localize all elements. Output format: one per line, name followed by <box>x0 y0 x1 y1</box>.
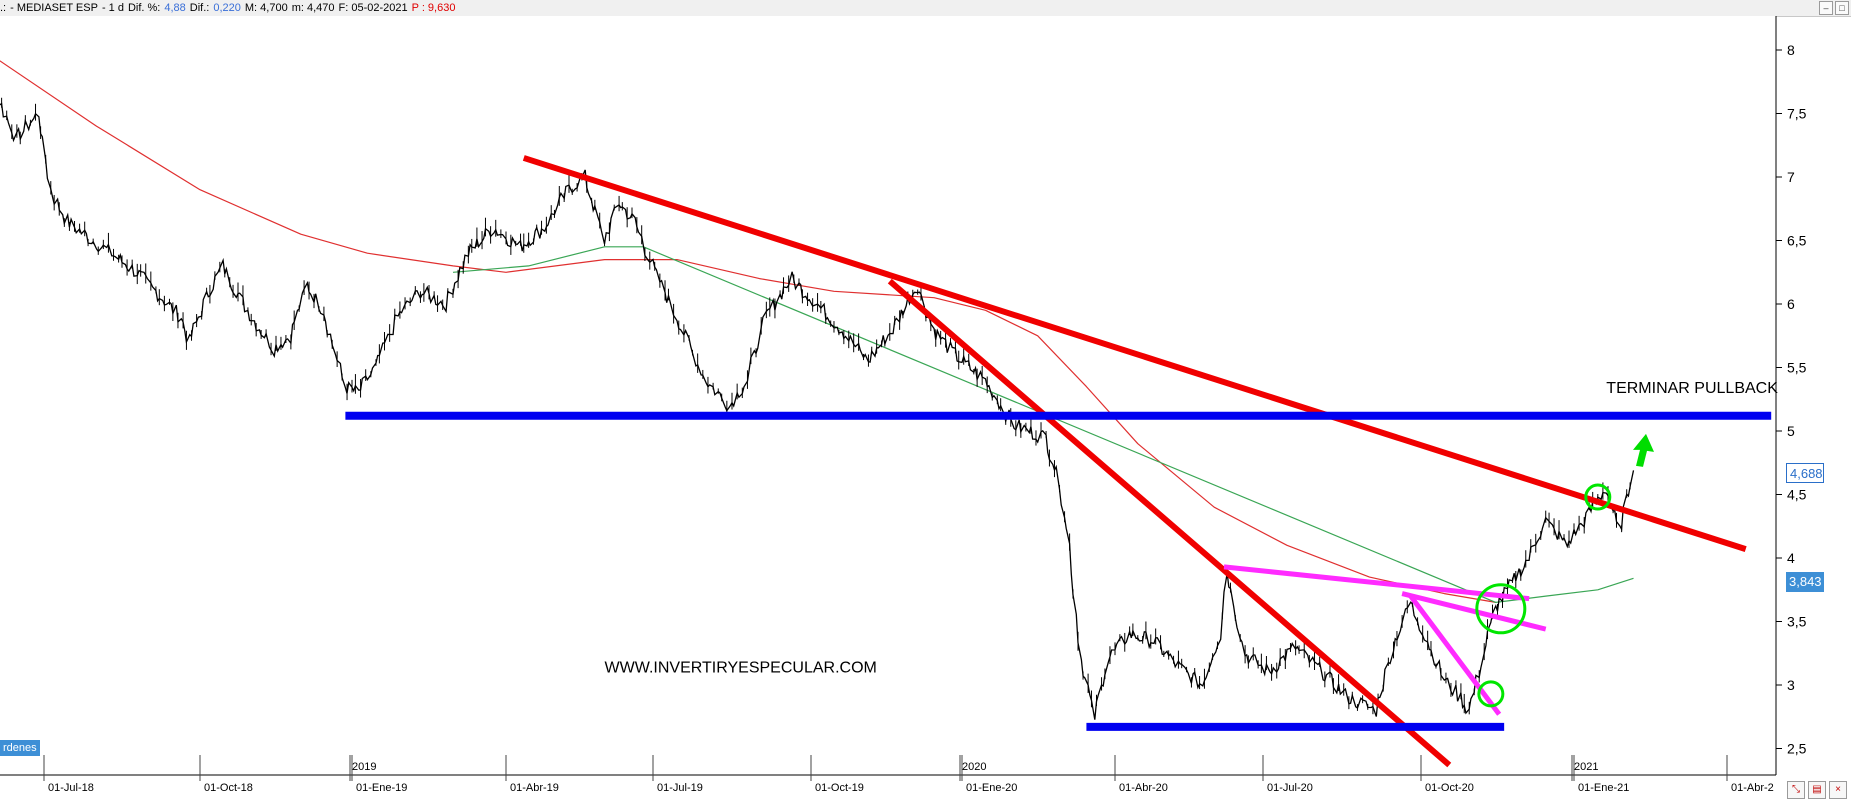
y-tick-label: 5,5 <box>1787 360 1807 376</box>
x-tick-label: 01-Oct-19 <box>815 782 864 794</box>
x-tick-label: 01-Ene-20 <box>966 782 1017 794</box>
plot-area <box>0 16 1776 775</box>
y-tick-label: 8 <box>1787 42 1795 58</box>
x-tick-label: 01-Abr-19 <box>510 782 559 794</box>
pullback-annotation: TERMINAR PULLBACK <box>1606 380 1778 397</box>
y-tick-label: 5 <box>1787 423 1795 439</box>
p-label: P : 9,630 <box>411 2 456 14</box>
save-icon[interactable]: ▤ <box>1808 781 1826 799</box>
max-label: M: 4,700 <box>244 2 288 14</box>
x-tick-label: 01-Abr-20 <box>1119 782 1168 794</box>
y-tick-label: 7 <box>1787 169 1795 185</box>
drawn-trendlines <box>345 155 1772 768</box>
ma200-line <box>0 60 1496 603</box>
x-tick-label: 01-Jul-19 <box>657 782 703 794</box>
magenta-3-line <box>1408 594 1502 716</box>
ma-price-tag: 3,843 <box>1786 572 1824 592</box>
dif-pct-label: Dif. %: <box>127 2 161 14</box>
year-label: 2021 <box>1574 761 1598 773</box>
year-label: 2019 <box>352 761 376 773</box>
x-tick-label: 01-Jul-18 <box>48 782 94 794</box>
close-icon[interactable]: × <box>1829 781 1847 799</box>
dif-value: 0,220 <box>213 2 241 14</box>
y-tick-label: 3,5 <box>1787 614 1807 630</box>
y-tick-label: 4,5 <box>1787 487 1807 503</box>
symbol-label: - MEDIASET ESP <box>10 2 98 14</box>
minimize-icon[interactable]: – <box>1819 1 1833 15</box>
date-label: F: 05-02-2021 <box>338 2 408 14</box>
title-prefix: .: <box>0 2 7 14</box>
x-tick-label: 01-Oct-20 <box>1425 782 1474 794</box>
min-label: m: 4,470 <box>291 2 335 14</box>
chart-labels: TERMINAR PULLBACK WWW.INVERTIRYESPECULAR.… <box>605 380 1779 676</box>
y-tick-label: 6,5 <box>1787 233 1807 249</box>
y-tick-label: 6 <box>1787 296 1795 312</box>
restore-icon[interactable]: □ <box>1835 1 1849 15</box>
steep-downtrend-line <box>887 278 1452 768</box>
x-tick-label: 01-Oct-18 <box>204 782 253 794</box>
long-downtrend-line <box>522 155 1747 552</box>
dif-pct-value: 4,88 <box>164 2 186 14</box>
ma-green-line <box>452 246 1634 604</box>
price-line <box>0 102 1635 720</box>
price-series <box>0 97 1635 720</box>
x-tick-label: 01-Abr-2 <box>1731 782 1774 794</box>
zoom-icon[interactable]: ⤡ <box>1787 781 1805 799</box>
orders-tab[interactable]: rdenes <box>0 740 40 756</box>
chart-grid: 8 7,5 7 6,5 6 5,5 5 4,5 4 3,5 3 2,5 01-Jul-18 01-Oct-… <box>0 16 1807 794</box>
highlight-circle <box>1475 583 1527 635</box>
last-price-tag: 4,688 <box>1786 463 1824 483</box>
y-tick-label: 3 <box>1787 677 1795 693</box>
chart-markers <box>1475 433 1654 708</box>
highlight-circle <box>1584 483 1612 511</box>
watermark-text: WWW.INVERTIRYESPECULAR.COM <box>605 659 877 676</box>
highlight-circle <box>1477 680 1505 708</box>
year-label: 2020 <box>962 761 986 773</box>
x-tick-label: 01-Ene-21 <box>1578 782 1629 794</box>
window-buttons: – □ <box>1819 1 1849 15</box>
y-tick-label: 4 <box>1787 550 1795 566</box>
x-tick-label: 01-Jul-20 <box>1267 782 1313 794</box>
y-tick-label: 7,5 <box>1787 106 1807 122</box>
x-tick-label: 01-Ene-19 <box>356 782 407 794</box>
moving-averages <box>0 60 1634 604</box>
y-tick-label: 2,5 <box>1787 741 1807 757</box>
magenta-1-line <box>1223 564 1530 602</box>
chart-title-bar: .: - MEDIASET ESP - 1 d Dif. %: 4,88 Dif.: 0,2… <box>0 0 1851 17</box>
bottom-toolbar: ⤡ ▤ × <box>1787 781 1847 799</box>
dif-label: Dif.: <box>189 2 210 14</box>
period-label: - 1 d <box>101 2 124 14</box>
up-arrow-icon <box>1633 433 1654 467</box>
